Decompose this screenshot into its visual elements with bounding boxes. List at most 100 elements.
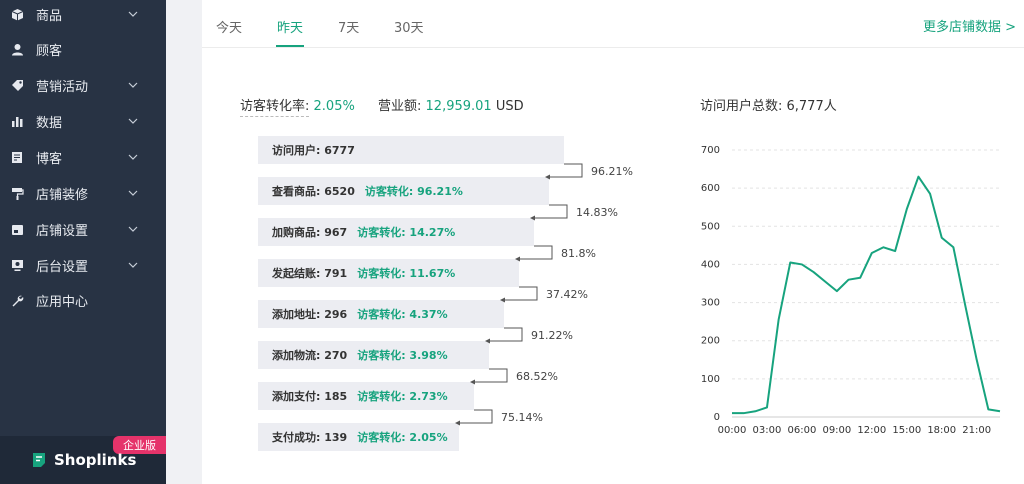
- funnel-step-conversion: 访客转化: 2.73%: [357, 390, 448, 403]
- funnel-step-label: 访问用户: 6777: [272, 144, 355, 157]
- monitor-settings-icon: [10, 258, 24, 272]
- x-tick-label: 18:00: [927, 425, 956, 436]
- connector-line: [550, 163, 583, 178]
- chevron-down-icon: [128, 11, 138, 17]
- brand-logo[interactable]: Shoplinks: [30, 451, 136, 469]
- step-rate: 68.52%: [516, 370, 558, 383]
- sidebar-item-label: 店铺装修: [36, 187, 89, 203]
- sidebar-item-data[interactable]: 数据: [0, 103, 166, 139]
- revenue-unit: USD: [495, 99, 524, 114]
- user-icon: [10, 42, 24, 56]
- y-tick-label: 100: [701, 374, 720, 385]
- connector-line: [535, 204, 568, 219]
- connector-line: [460, 409, 493, 424]
- sidebar-item-products[interactable]: 商品: [0, 0, 166, 32]
- chevron-down-icon: [128, 154, 138, 160]
- funnel-step-label: 加购商品: 967: [272, 226, 348, 239]
- y-tick-label: 500: [701, 221, 720, 232]
- step-rate: 14.83%: [576, 206, 618, 219]
- funnel-step: 添加支付: 185 访客转化: 2.73%: [258, 382, 474, 410]
- more-store-data-link[interactable]: 更多店铺数据 >: [922, 20, 1016, 35]
- chevron-down-icon: [128, 190, 138, 196]
- active-tab-indicator: [276, 45, 304, 47]
- funnel-step: 支付成功: 139 访客转化: 2.05%: [258, 423, 459, 451]
- content-gutter: [166, 0, 202, 484]
- y-tick-label: 300: [701, 298, 720, 309]
- step-rate: 81.8%: [561, 247, 596, 260]
- funnel-step: 发起结账: 791 访客转化: 11.67%: [258, 259, 519, 287]
- chevron-down-icon: [128, 82, 138, 88]
- sidebar-item-label: 数据: [36, 115, 63, 131]
- y-tick-label: 0: [714, 412, 720, 423]
- funnel-step-conversion: 访客转化: 14.27%: [357, 226, 456, 239]
- arrow-head: [485, 338, 490, 344]
- connector-line: [490, 327, 523, 342]
- sidebar-item-label: 应用中心: [36, 294, 89, 310]
- bar-chart-icon: [10, 114, 24, 128]
- hourly-visitors-chart: 0 100 200 300 400 500 600 700 00:00 03:00 06:00 09:…: [701, 145, 1001, 436]
- tag-icon: [10, 78, 24, 92]
- enterprise-badge: 企业版: [113, 436, 166, 454]
- tab-yesterday[interactable]: 昨天: [277, 21, 304, 36]
- funnel-step-conversion: 访客转化: 3.98%: [357, 349, 448, 362]
- funnel-step-conversion: 访客转化: 96.21%: [364, 185, 463, 198]
- revenue-stat: 营业额: 12,959.01 USD: [378, 95, 524, 114]
- sidebar-item-store-settings[interactable]: 店铺设置: [0, 211, 166, 247]
- arrow-head: [545, 174, 550, 180]
- conversion-rate-value: 2.05%: [313, 99, 355, 114]
- tab-30-days[interactable]: 30天: [394, 21, 424, 36]
- sidebar-item-label: 博客: [36, 151, 63, 167]
- connector-line: [475, 368, 508, 383]
- arrow-head: [530, 215, 535, 221]
- paint-roller-icon: [10, 186, 24, 200]
- x-tick-label: 09:00: [822, 425, 851, 436]
- funnel-connectors: [455, 163, 583, 426]
- sidebar-item-label: 商品: [36, 8, 63, 24]
- y-tick-label: 400: [701, 259, 720, 270]
- connector-line: [520, 245, 553, 260]
- x-tick-label: 21:00: [962, 425, 991, 436]
- x-tick-label: 15:00: [892, 425, 921, 436]
- brand-name: Shoplinks: [54, 451, 137, 469]
- x-tick-label: 00:00: [718, 425, 747, 436]
- funnel-step: 添加物流: 270 访客转化: 3.98%: [258, 341, 489, 369]
- funnel-step-label: 支付成功: 139: [272, 431, 348, 444]
- sidebar-item-app-center[interactable]: 应用中心: [0, 282, 166, 318]
- conversion-rate-stat: 访客转化率: 2.05%: [240, 95, 355, 117]
- sidebar-item-label: 后台设置: [36, 259, 89, 275]
- sidebar-item-customers[interactable]: 顾客: [0, 31, 166, 67]
- revenue-value: 12,959.01: [425, 99, 492, 114]
- sidebar-item-admin-settings[interactable]: 后台设置: [0, 247, 166, 283]
- y-tick-label: 200: [701, 336, 720, 347]
- date-range-tabs: 今天 昨天 7天 30天 更多店铺数据 >: [202, 0, 1024, 48]
- funnel-step: 添加地址: 296 访客转化: 4.37%: [258, 300, 504, 328]
- x-tick-label: 12:00: [857, 425, 886, 436]
- store-settings-icon: [10, 222, 24, 236]
- funnel-step: 访问用户: 6777: [258, 136, 564, 164]
- sidebar-item-label: 店铺设置: [36, 223, 89, 239]
- arrow-head: [500, 297, 505, 303]
- x-tick-label: 06:00: [787, 425, 816, 436]
- x-tick-label: 03:00: [753, 425, 782, 436]
- step-rate: 75.14%: [501, 411, 543, 424]
- tab-today[interactable]: 今天: [216, 21, 243, 36]
- revenue-label: 营业额:: [378, 99, 422, 114]
- sidebar-item-marketing[interactable]: 营销活动: [0, 67, 166, 103]
- chevron-down-icon: [128, 262, 138, 268]
- connector-line: [505, 286, 538, 301]
- y-tick-label: 700: [701, 145, 720, 156]
- tab-7-days[interactable]: 7天: [338, 21, 360, 36]
- sidebar-item-label: 营销活动: [36, 79, 89, 95]
- funnel-step-label: 发起结账: 791: [272, 267, 348, 280]
- funnel-step: 加购商品: 967 访客转化: 14.27%: [258, 218, 534, 246]
- funnel-step-label: 添加支付: 185: [272, 390, 348, 403]
- funnel-step-conversion: 访客转化: 2.05%: [357, 431, 448, 444]
- conversion-rate-label: 访客转化率:: [240, 99, 310, 117]
- sidebar-item-store-design[interactable]: 店铺装修: [0, 175, 166, 211]
- chevron-down-icon: [128, 118, 138, 124]
- step-rate: 96.21%: [591, 165, 633, 178]
- funnel-step-conversion: 访客转化: 4.37%: [357, 308, 448, 321]
- funnel-step-label: 查看商品: 6520: [272, 185, 355, 198]
- box-icon: [10, 7, 24, 21]
- sidebar-item-blog[interactable]: 博客: [0, 139, 166, 175]
